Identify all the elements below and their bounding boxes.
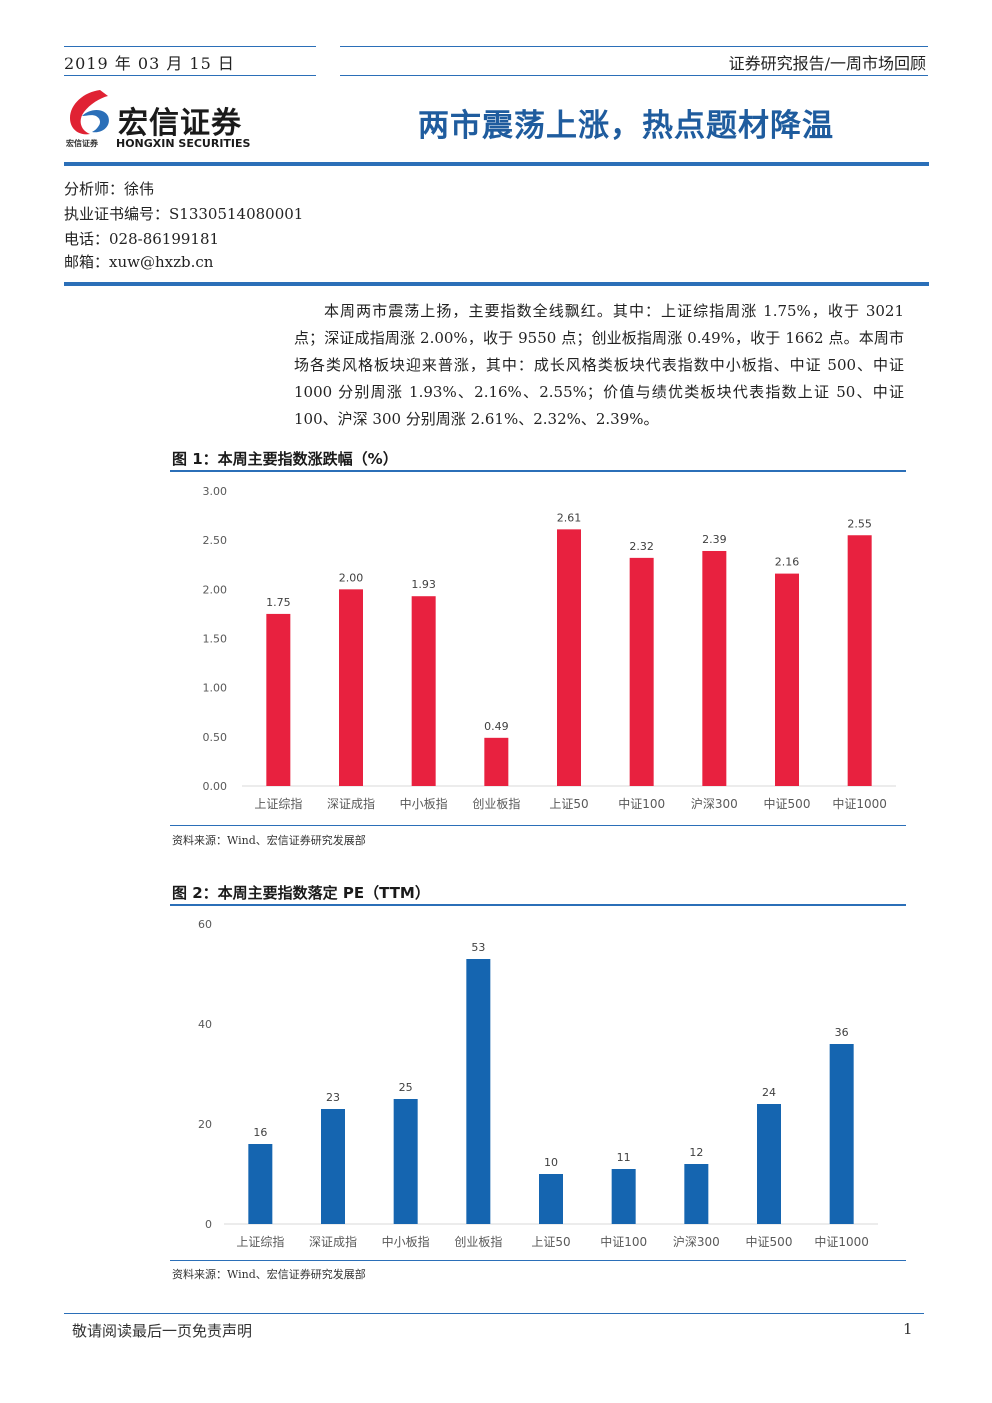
- data-label: 23: [326, 1091, 340, 1104]
- footer-disclaimer: 敬请阅读最后一页免责声明: [72, 1322, 253, 1340]
- company-name-cn: 宏信证券: [118, 106, 242, 141]
- header-rule-right-bottom: [340, 75, 928, 76]
- header-rule-left: [64, 46, 316, 47]
- y-tick-label: 1.00: [203, 682, 228, 695]
- bar: [393, 1099, 418, 1224]
- data-label: 53: [471, 941, 485, 954]
- data-label: 1.93: [411, 578, 436, 591]
- company-logo-icon: [70, 90, 109, 135]
- y-tick-label: 2.00: [203, 583, 228, 596]
- x-tick-label: 中证100: [600, 1234, 647, 1249]
- data-label: 11: [617, 1151, 631, 1164]
- summary-paragraph: 本周两市震荡上扬，主要指数全线飘红。其中：上证综指周涨 1.75%，收于 302…: [294, 298, 904, 433]
- data-label: 2.55: [847, 517, 872, 530]
- header-rule-left-bottom: [64, 75, 316, 76]
- bar: [266, 613, 291, 786]
- analyst-email: 邮箱：xuw@hxzb.cn: [64, 253, 214, 271]
- bar: [484, 737, 509, 786]
- bar: [702, 550, 727, 786]
- footer-rule: [64, 1313, 924, 1314]
- y-tick-label: 0: [205, 1218, 212, 1231]
- data-label: 1.75: [266, 596, 291, 609]
- figure-1-title: 图 1：本周主要指数涨跌幅（%）: [172, 450, 398, 468]
- info-divider: [64, 282, 929, 286]
- company-name-small: 宏信证券: [66, 139, 98, 148]
- data-label: 0.49: [484, 720, 509, 733]
- report-type: 证券研究报告/一周市场回顾: [728, 54, 926, 73]
- data-label: 25: [399, 1081, 413, 1094]
- data-label: 12: [689, 1146, 703, 1159]
- analyst-name: 分析师：徐伟: [64, 180, 155, 198]
- figure-1-chart: 0.00 0.50 1.00 1.50 2.00 2.50 3.00 1.75 上证综指 2.00…: [203, 485, 896, 811]
- page-number: 1: [903, 1320, 913, 1338]
- data-label: 2.39: [702, 533, 727, 546]
- y-tick-label: 20: [198, 1118, 212, 1131]
- bar: [629, 557, 654, 786]
- x-tick-label: 沪深300: [673, 1235, 720, 1249]
- y-tick-label: 2.50: [203, 534, 228, 547]
- x-tick-label: 中小板指: [382, 1234, 430, 1249]
- x-tick-label: 中证500: [746, 1234, 793, 1249]
- x-tick-label: 上证综指: [254, 796, 302, 811]
- report-title: 两市震荡上涨，热点题材降温: [418, 108, 834, 144]
- data-label: 10: [544, 1156, 558, 1169]
- bar: [539, 1174, 563, 1224]
- figure-1-bottom-rule: [170, 825, 906, 826]
- bar: [757, 1104, 781, 1224]
- data-label: 2.61: [557, 511, 582, 524]
- bar: [684, 1164, 709, 1224]
- y-tick-label: 0.00: [203, 780, 228, 793]
- report-date: 2019 年 03 月 15 日: [64, 54, 235, 73]
- bar: [829, 1044, 854, 1224]
- x-tick-label: 中证1000: [832, 796, 887, 811]
- data-label: 2.32: [629, 540, 654, 553]
- figure-2-bottom-rule: [170, 1260, 906, 1261]
- bar: [466, 959, 491, 1224]
- bar: [775, 573, 799, 786]
- y-tick-label: 0.50: [203, 731, 228, 744]
- x-tick-label: 创业板指: [454, 1234, 502, 1249]
- data-label: 2.16: [775, 556, 800, 569]
- bar: [411, 596, 436, 786]
- data-label: 24: [762, 1086, 776, 1099]
- figure-2-title: 图 2：本周主要指数落定 PE（TTM）: [172, 884, 430, 902]
- x-tick-label: 深证成指: [309, 1234, 357, 1249]
- figure-2-top-rule: [170, 904, 906, 906]
- figure-1-top-rule: [170, 470, 906, 472]
- x-tick-label: 上证综指: [236, 1234, 284, 1249]
- analyst-cert: 执业证书编号：S1330514080001: [64, 205, 304, 223]
- data-label: 2.00: [339, 571, 364, 584]
- figure-1-source: 资料来源：Wind、宏信证券研究发展部: [172, 834, 366, 847]
- header-rule-right: [340, 46, 928, 47]
- x-tick-label: 沪深300: [691, 797, 738, 811]
- x-tick-label: 中小板指: [400, 796, 448, 811]
- bar: [557, 529, 581, 786]
- x-tick-label: 中证500: [764, 796, 811, 811]
- data-label: 36: [835, 1026, 849, 1039]
- y-tick-label: 60: [198, 918, 212, 931]
- company-name-en: HONGXIN SECURITIES: [116, 137, 251, 150]
- bar: [339, 589, 363, 786]
- x-tick-label: 深证成指: [327, 796, 375, 811]
- y-tick-label: 1.50: [203, 633, 228, 646]
- bar: [847, 535, 872, 786]
- x-tick-label: 上证50: [549, 797, 588, 811]
- summary-text: 本周两市震荡上扬，主要指数全线飘红。其中：上证综指周涨 1.75%，收于 302…: [294, 302, 904, 428]
- title-divider: [64, 162, 929, 166]
- figure-2-chart: 0 20 40 60 16 上证综指 23 深证成指 25 中小板指 53 创业板指 10 上证50 11 中…: [198, 918, 878, 1249]
- y-tick-label: 40: [198, 1018, 212, 1031]
- x-tick-label: 创业板指: [472, 796, 520, 811]
- figure-2-source: 资料来源：Wind、宏信证券研究发展部: [172, 1268, 366, 1281]
- bar: [611, 1169, 636, 1224]
- bar: [321, 1109, 345, 1224]
- x-tick-label: 中证100: [618, 796, 665, 811]
- x-tick-label: 上证50: [531, 1235, 570, 1249]
- bar: [248, 1144, 273, 1224]
- analyst-phone: 电话：028-86199181: [64, 230, 220, 248]
- y-tick-label: 3.00: [203, 485, 228, 498]
- x-tick-label: 中证1000: [814, 1234, 869, 1249]
- data-label: 16: [253, 1126, 267, 1139]
